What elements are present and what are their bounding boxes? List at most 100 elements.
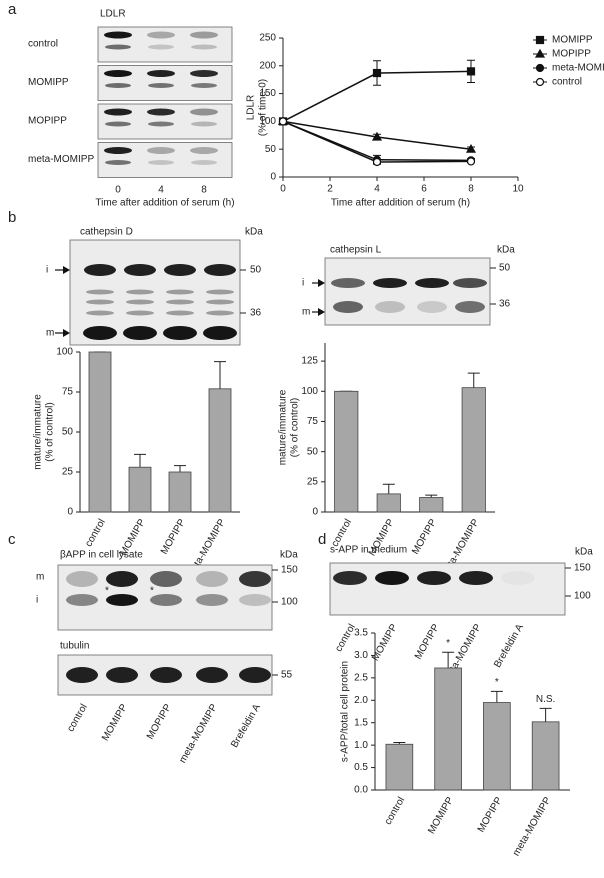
marker bbox=[535, 63, 545, 73]
band-label: m bbox=[36, 572, 44, 583]
x-tick-label: 4 bbox=[374, 184, 380, 195]
x-tick-label: 8 bbox=[468, 184, 474, 195]
y-tick-label: 100 bbox=[56, 347, 73, 358]
x-tick-label: MOMIPP bbox=[426, 795, 456, 836]
bar bbox=[461, 387, 486, 513]
band bbox=[206, 299, 234, 305]
band bbox=[148, 44, 174, 50]
band bbox=[415, 278, 449, 288]
arrow-head bbox=[318, 308, 325, 316]
unit-label: kDa bbox=[497, 245, 515, 256]
blot-title: cathepsin D bbox=[80, 227, 133, 238]
y-tick-label: 100 bbox=[259, 116, 276, 127]
band bbox=[150, 594, 182, 606]
panel-label: a bbox=[8, 1, 17, 18]
y-tick-label: 25 bbox=[307, 476, 319, 487]
band bbox=[166, 310, 194, 316]
panel-label: b bbox=[8, 209, 16, 226]
blot bbox=[324, 257, 491, 326]
band bbox=[191, 83, 217, 88]
blot-title: cathepsin L bbox=[330, 245, 382, 256]
marker bbox=[466, 157, 476, 166]
y-tick-label: 0.0 bbox=[354, 785, 368, 796]
line bbox=[282, 120, 472, 162]
bar bbox=[483, 702, 511, 791]
error-bar bbox=[134, 453, 146, 468]
unit-label: kDa bbox=[245, 227, 263, 238]
y-tick-label: 2.5 bbox=[354, 672, 368, 683]
y-tick-label: 3.5 bbox=[354, 628, 368, 639]
lane-label: Brefeldin A bbox=[492, 622, 526, 670]
kda-marker: 100 bbox=[281, 597, 298, 608]
panel-label: c bbox=[8, 531, 16, 548]
bar bbox=[376, 493, 401, 513]
band bbox=[166, 299, 194, 305]
error-bar bbox=[467, 372, 480, 388]
band bbox=[373, 278, 407, 288]
band bbox=[239, 571, 271, 587]
unit-label: kDa bbox=[575, 547, 593, 558]
band bbox=[147, 108, 175, 116]
marker bbox=[372, 68, 382, 78]
band bbox=[104, 147, 132, 154]
y-tick-label: 50 bbox=[307, 446, 319, 457]
marker bbox=[371, 131, 383, 141]
kda-marker: 50 bbox=[499, 263, 511, 274]
error-bar bbox=[214, 361, 226, 389]
lane-label: MOPIPP bbox=[413, 622, 442, 661]
band bbox=[206, 289, 234, 295]
blot-title: tubulin bbox=[60, 641, 89, 652]
band bbox=[104, 31, 132, 39]
bar bbox=[168, 471, 192, 513]
y-tick-label: 2.0 bbox=[354, 695, 368, 706]
kda-marker: 36 bbox=[250, 308, 262, 319]
marker bbox=[535, 77, 545, 87]
band bbox=[148, 83, 174, 88]
y-tick-label: 0 bbox=[67, 507, 73, 518]
band bbox=[66, 571, 98, 587]
y-tick-label: 0 bbox=[312, 507, 318, 518]
lane-label: MOPIPP bbox=[145, 702, 174, 741]
lane-label: 4 bbox=[158, 185, 164, 196]
x-axis-label: Time after addition of serum (h) bbox=[331, 198, 470, 209]
band bbox=[84, 264, 116, 276]
y-tick-label: 75 bbox=[62, 387, 74, 398]
band bbox=[203, 326, 237, 340]
bar bbox=[208, 388, 232, 513]
band bbox=[86, 289, 114, 295]
blot-x-label: Time after addition of serum (h) bbox=[95, 198, 234, 209]
kda-marker: 100 bbox=[574, 591, 591, 602]
marker bbox=[466, 67, 476, 76]
marker bbox=[534, 48, 546, 58]
kda-marker: 150 bbox=[281, 565, 298, 576]
band bbox=[191, 44, 217, 50]
band bbox=[239, 594, 271, 606]
band bbox=[163, 326, 197, 340]
kda-marker: 150 bbox=[574, 563, 591, 574]
bar bbox=[88, 351, 112, 513]
band bbox=[105, 83, 131, 88]
band bbox=[150, 667, 182, 683]
error-bar bbox=[539, 707, 552, 722]
band bbox=[239, 667, 271, 683]
marker bbox=[465, 143, 477, 153]
band bbox=[164, 264, 196, 276]
band bbox=[190, 108, 218, 116]
y-tick-label: 150 bbox=[259, 88, 276, 99]
band bbox=[104, 70, 132, 77]
bar bbox=[334, 390, 359, 513]
annotation: * bbox=[495, 677, 499, 688]
blot-title: βAPP in cell lysate bbox=[60, 550, 143, 561]
legend-label: MOPIPP bbox=[552, 49, 591, 60]
band bbox=[106, 571, 138, 587]
x-tick-label: MOPIPP bbox=[159, 517, 188, 556]
band-label: i bbox=[36, 595, 38, 606]
lane-label: Brefeldin A bbox=[229, 702, 263, 750]
y-axis-label: LDLR bbox=[246, 95, 257, 121]
arrow-head bbox=[318, 279, 325, 287]
y-axis-label: (% of control) bbox=[290, 398, 301, 457]
error-bar bbox=[490, 690, 503, 703]
annotation: * bbox=[446, 638, 450, 649]
blot bbox=[329, 562, 566, 616]
legend-label: meta-MOMIPP bbox=[552, 63, 604, 74]
